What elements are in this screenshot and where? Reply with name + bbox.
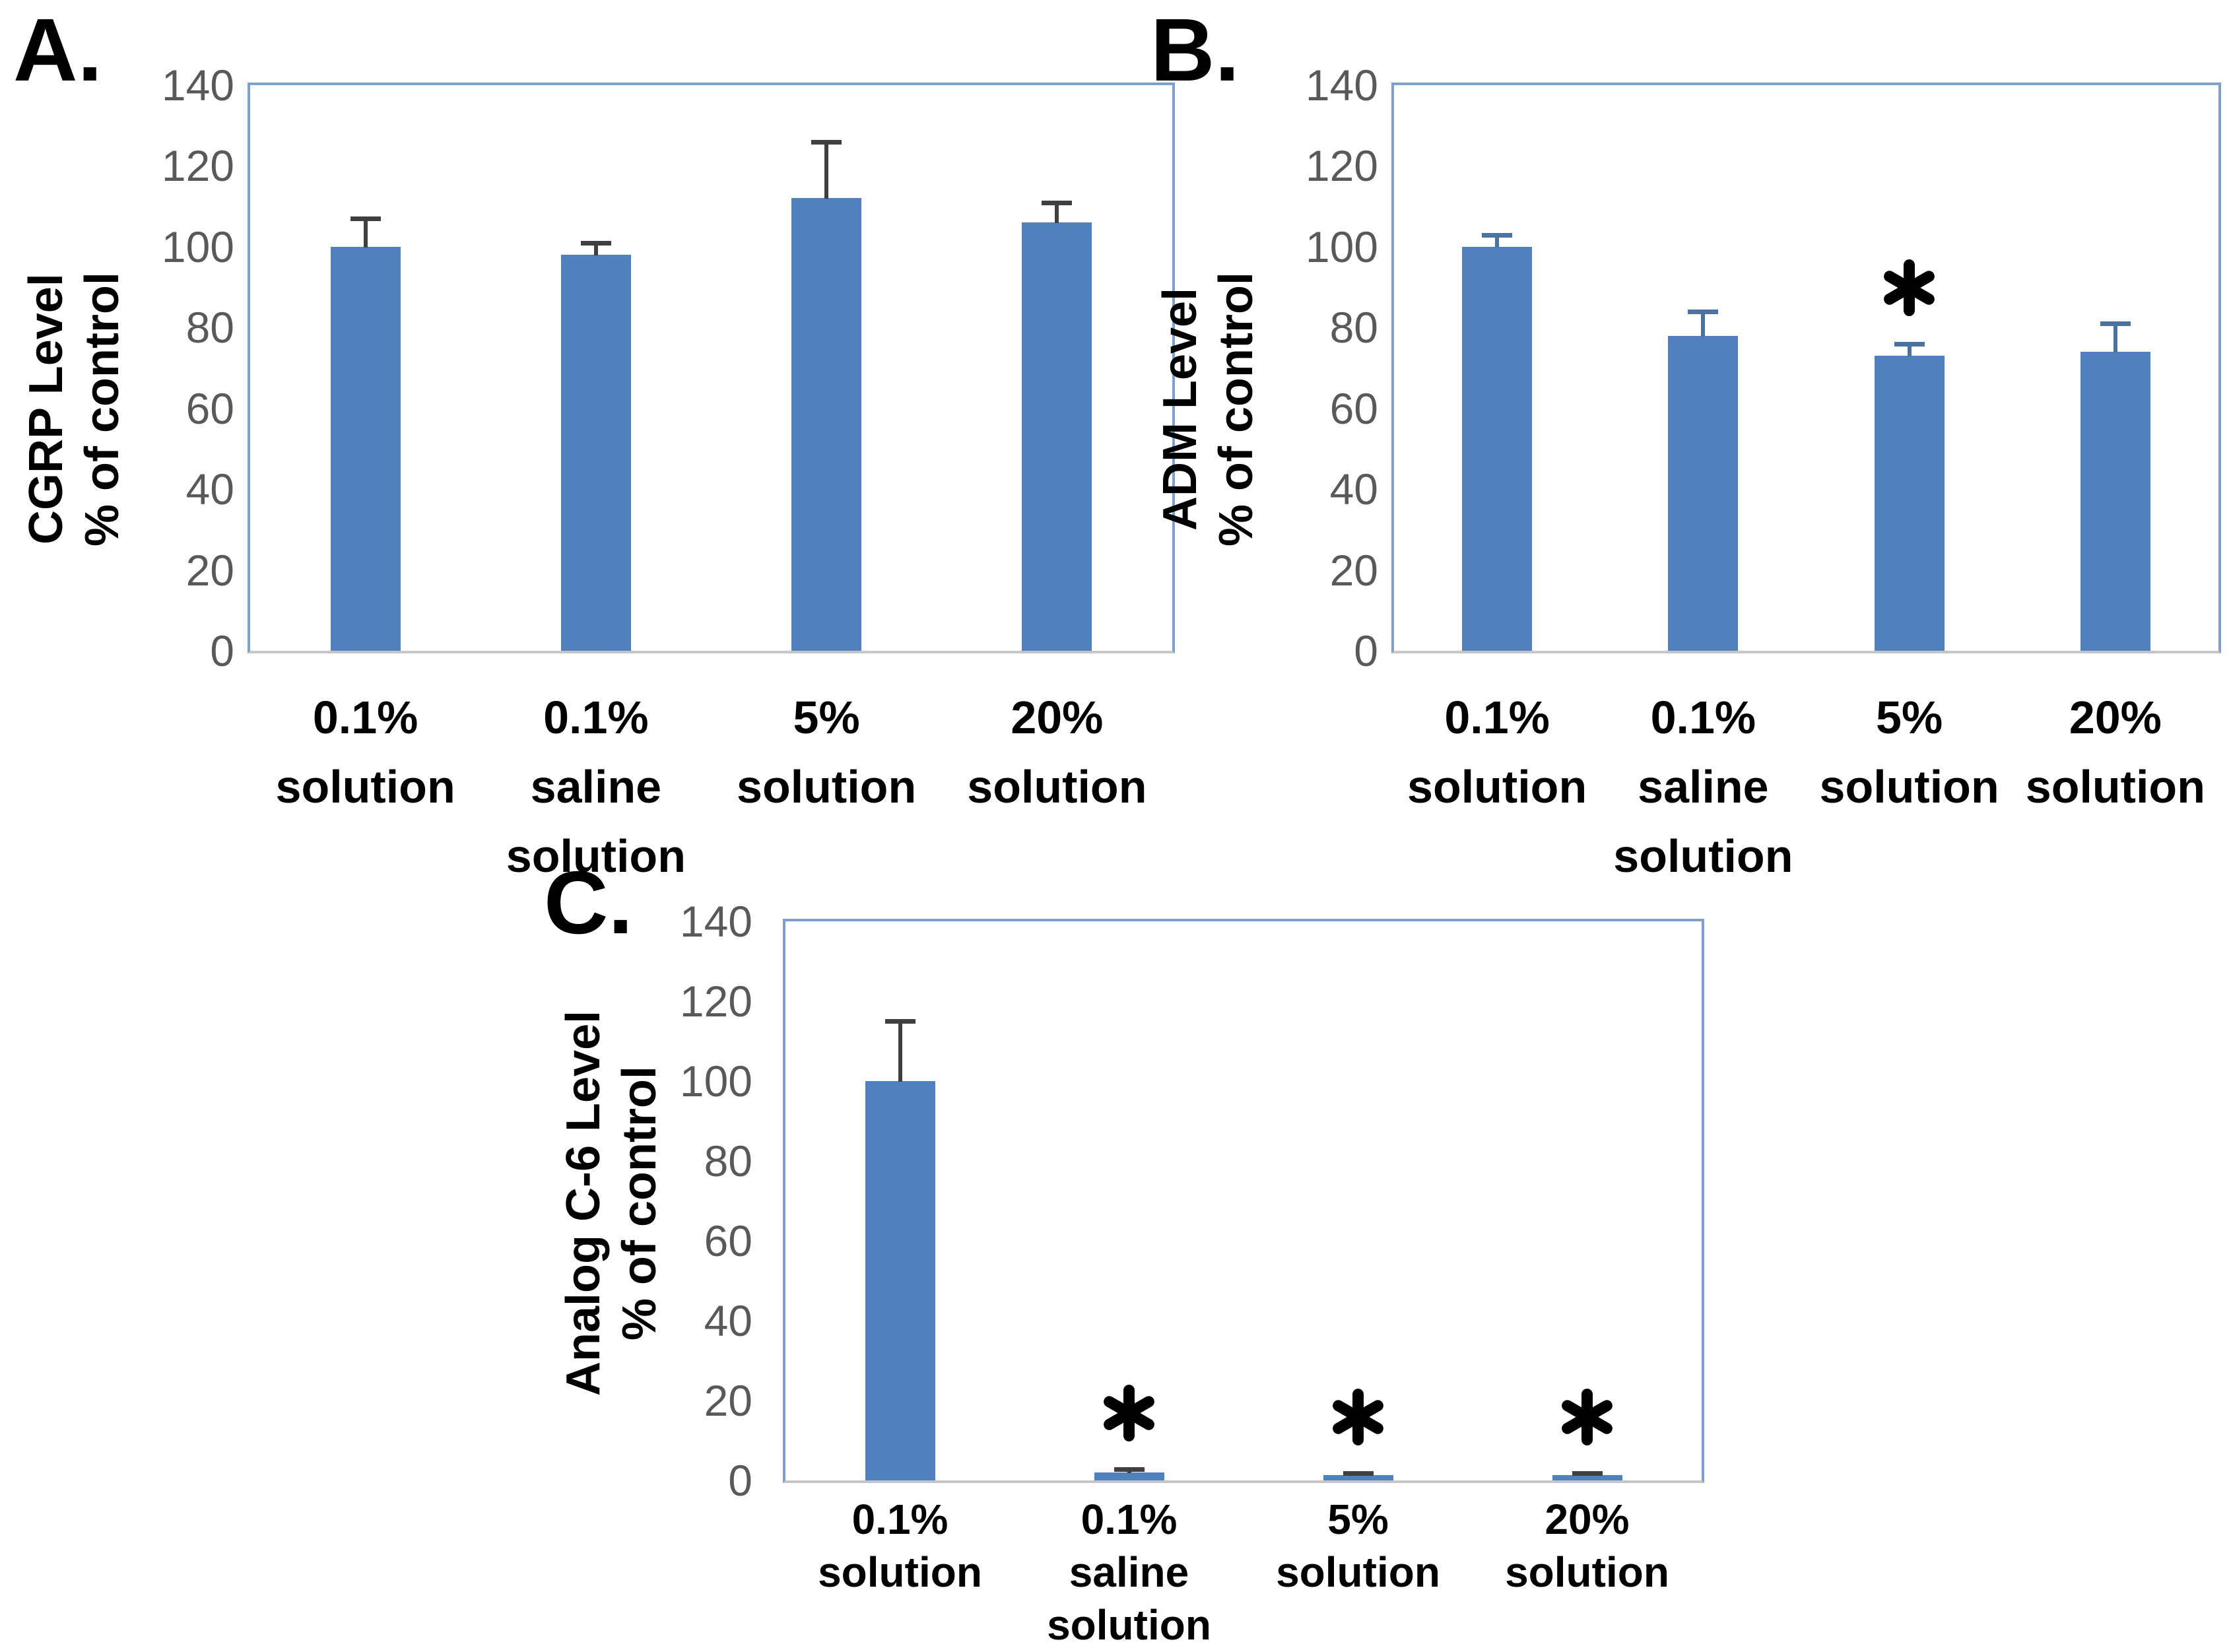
y-tick-label: 120	[161, 141, 234, 191]
y-tick-label: 40	[1329, 465, 1378, 514]
x-tick-label: 5% solution	[1819, 692, 1999, 812]
significance-asterisk	[1882, 259, 1937, 316]
y-tick-label: 0	[210, 626, 234, 675]
significance-asterisk	[1331, 1388, 1385, 1445]
error-bar-stem	[1701, 311, 1706, 337]
y-tick-label: 40	[704, 1296, 752, 1345]
bar-0.1-saline-solution	[1094, 1472, 1164, 1480]
x-tick-label: 20% solution	[1505, 1496, 1669, 1596]
panel-a-y-axis-ticks: 0 20 40 60 80 100 120 140	[86, 61, 234, 675]
panel-c-y-axis-ticks: 0 20 40 60 80 100 120 140	[604, 897, 752, 1505]
y-tick-label: 80	[704, 1137, 752, 1185]
error-bar-cap	[350, 216, 381, 222]
error-bar-cap	[1042, 200, 1073, 205]
panel-b-plot-area	[1391, 83, 2221, 653]
error-bar-cap	[580, 240, 611, 246]
panel-a-label: A.	[13, 0, 102, 100]
panel-c-label: C.	[544, 853, 633, 952]
panel-b-label: B.	[1150, 0, 1240, 100]
error-bar-cap	[1114, 1467, 1145, 1472]
y-tick-label: 0	[1354, 626, 1378, 675]
y-tick-label: 140	[161, 61, 234, 110]
error-bar-stem	[363, 218, 368, 248]
bar-0.1-solution	[1462, 246, 1533, 651]
x-tick-label: 0.1% saline solution	[1047, 1496, 1211, 1649]
x-tick-label: 0.1% saline solution	[1613, 692, 1793, 882]
bar-0.1-solution	[330, 246, 401, 651]
bar-5-solution	[791, 198, 862, 651]
y-tick-label: 100	[679, 1057, 752, 1106]
error-bar-cap	[1482, 232, 1513, 238]
error-bar-stem	[1907, 343, 1912, 357]
y-axis-title-line: CGRP Level	[20, 273, 73, 545]
y-tick-label: 120	[679, 977, 752, 1026]
bar-20-solution	[1022, 222, 1092, 651]
error-bar-stem	[593, 242, 598, 256]
x-tick-label: 0.1% saline solution	[506, 692, 686, 882]
significance-asterisk	[1560, 1388, 1614, 1445]
x-tick-label: 5% solution	[737, 692, 917, 812]
panel-a-plot-area	[248, 83, 1175, 653]
error-bar-cap	[884, 1019, 915, 1024]
bar-20-solution	[2080, 352, 2150, 651]
y-tick-label: 20	[704, 1376, 752, 1425]
bar-5-solution	[1874, 356, 1945, 651]
error-bar-stem	[2113, 323, 2117, 353]
bar-5-solution	[1323, 1475, 1393, 1480]
bar-0.1-solution	[865, 1081, 935, 1480]
y-tick-label: 60	[185, 383, 234, 433]
bar-0.1-saline-solution	[1668, 335, 1739, 651]
x-tick-label: 5% solution	[1276, 1496, 1440, 1596]
error-bar-cap	[2100, 321, 2131, 327]
y-tick-label: 0	[728, 1456, 752, 1505]
y-tick-label: 140	[679, 897, 752, 946]
y-tick-label: 140	[1305, 61, 1378, 110]
error-bar-cap	[1894, 341, 1925, 347]
bar-0.1-saline-solution	[560, 255, 631, 651]
y-tick-label: 20	[185, 545, 234, 595]
y-tick-label: 100	[1305, 222, 1378, 271]
error-bar-stem	[1055, 202, 1059, 224]
x-tick-label: 0.1% solution	[1407, 692, 1587, 812]
error-bar-cap	[1572, 1470, 1603, 1476]
error-bar-stem	[824, 141, 829, 199]
bar-20-solution	[1552, 1475, 1622, 1480]
y-tick-label: 100	[161, 222, 234, 271]
panel-c-plot-area	[783, 919, 1704, 1483]
y-tick-label: 20	[1329, 545, 1378, 595]
significance-asterisk	[1102, 1385, 1156, 1442]
error-bar-stem	[898, 1021, 902, 1082]
y-axis-title-line: ADM Level	[1154, 287, 1207, 531]
error-bar-stem	[1495, 234, 1500, 248]
error-bar-cap	[811, 139, 842, 145]
y-tick-label: 80	[1329, 303, 1378, 352]
x-tick-label: 20% solution	[2025, 692, 2205, 812]
x-tick-label: 20% solution	[967, 692, 1147, 812]
error-bar-cap	[1688, 309, 1719, 314]
y-tick-label: 40	[185, 465, 234, 514]
y-tick-label: 120	[1305, 141, 1378, 191]
error-bar-cap	[1343, 1470, 1374, 1476]
panel-b-y-axis-ticks: 0 20 40 60 80 100 120 140	[1230, 61, 1378, 675]
y-tick-label: 60	[1329, 383, 1378, 433]
y-tick-label: 60	[704, 1216, 752, 1265]
x-tick-label: 0.1% solution	[818, 1496, 982, 1596]
x-tick-label: 0.1% solution	[275, 692, 455, 812]
y-tick-label: 80	[185, 303, 234, 352]
